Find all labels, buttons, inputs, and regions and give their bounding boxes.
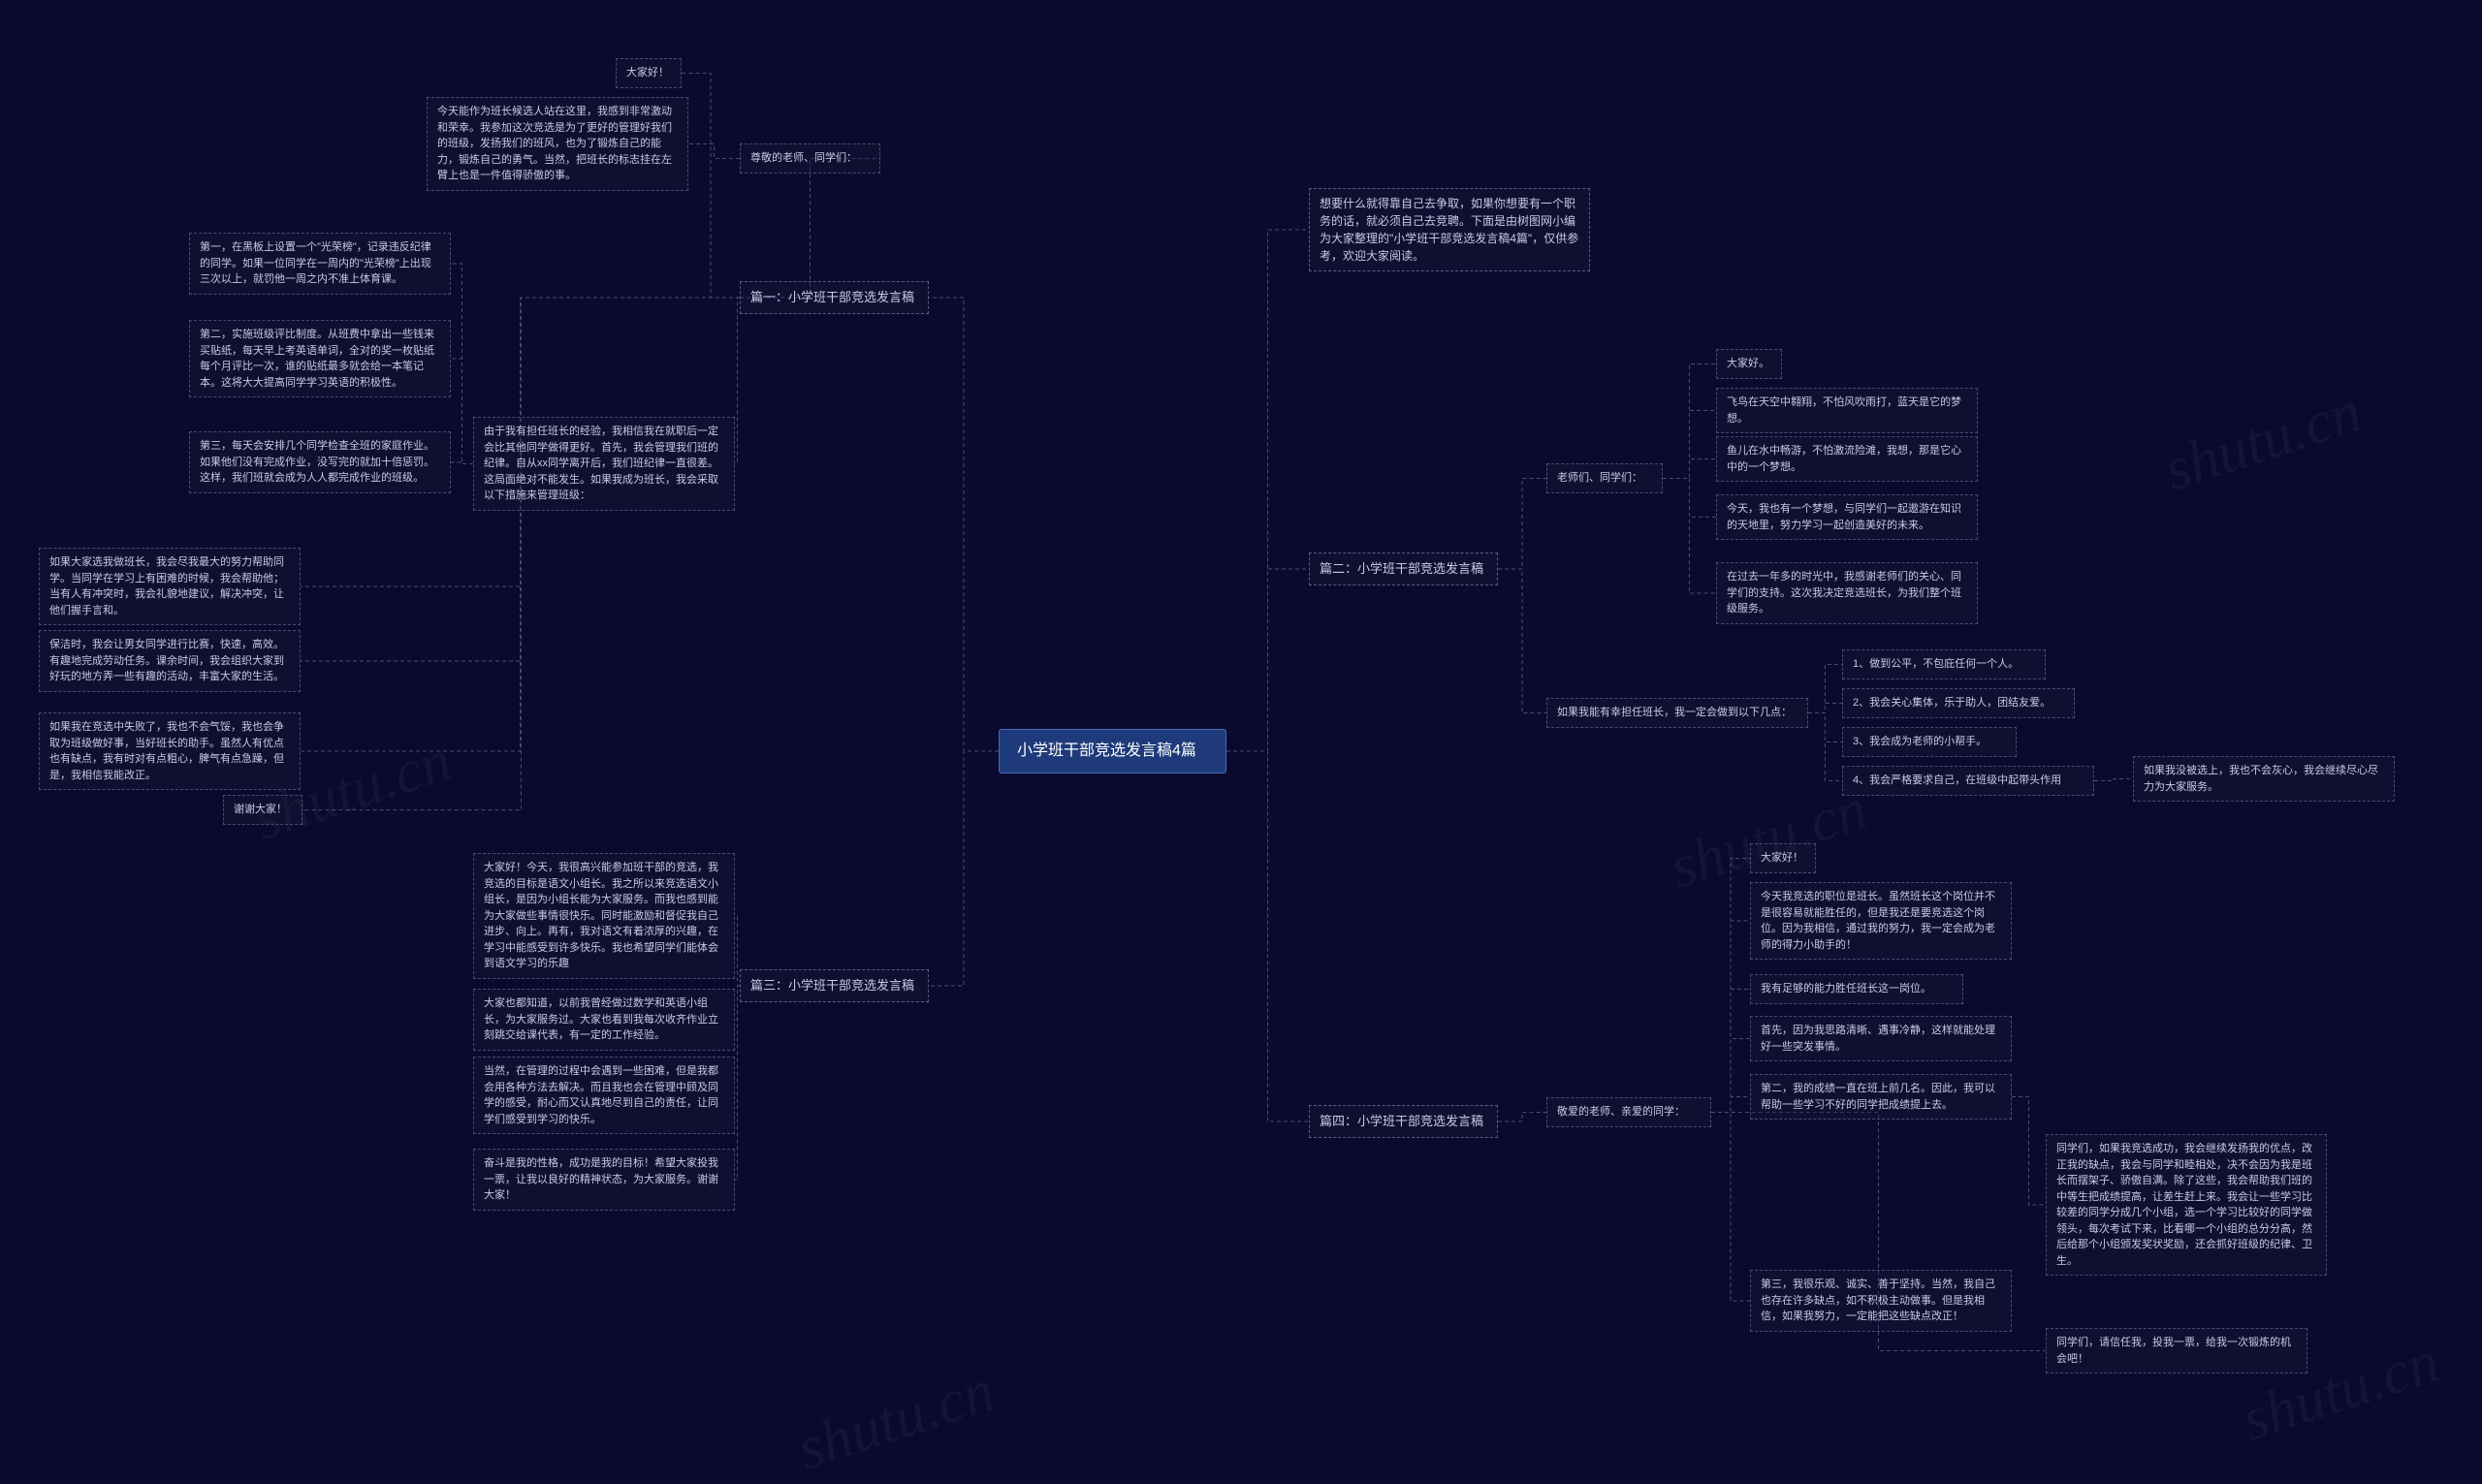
leaf-node: 同学们，请信任我，投我一票，给我一次锻炼的机会吧！: [2046, 1328, 2307, 1373]
leaf-node: 今天我竞选的职位是班长。虽然班长这个岗位并不是很容易就能胜任的，但是我还是要竞选…: [1750, 882, 2012, 960]
leaf-node: 大家好！: [1750, 843, 1816, 873]
leaf-node: 老师们、同学们：: [1546, 463, 1663, 493]
leaf-node: 第二，我的成绩一直在班上前几名。因此，我可以帮助一些学习不好的同学把成绩提上去。: [1750, 1074, 2012, 1120]
leaf-node: 大家好！今天，我很高兴能参加班干部的竞选，我竞选的目标是语文小组长。我之所以来竞…: [473, 853, 735, 979]
leaf-node: 第二，实施班级评比制度。从班费中拿出一些钱来买贴纸，每天早上考英语单词，全对的奖…: [189, 320, 451, 397]
leaf-node: 3、我会成为老师的小帮手。: [1842, 727, 2017, 757]
leaf-node: 第一，在黑板上设置一个"光荣榜"，记录违反纪律的同学。如果一位同学在一周内的"光…: [189, 233, 451, 295]
leaf-node: 飞鸟在天空中翱翔，不怕风吹雨打，蓝天是它的梦想。: [1716, 388, 1978, 433]
leaf-node: 奋斗是我的性格，成功是我的目标！希望大家投我一票，让我以良好的精神状态，为大家服…: [473, 1149, 735, 1211]
watermark: shutu.cn: [2156, 378, 2370, 506]
leaf-node: 如果我在竞选中失败了，我也不会气馁，我也会争取为班级做好事，当好班长的助手。虽然…: [39, 712, 301, 790]
leaf-node: 1、做到公平，不包庇任何一个人。: [1842, 649, 2046, 679]
leaf-node: 当然，在管理的过程中会遇到一些困难，但是我都会用各种方法去解决。而且我也会在管理…: [473, 1057, 735, 1134]
leaf-node: 首先，因为我思路清晰、遇事冷静，这样就能处理好一些突发事情。: [1750, 1016, 2012, 1061]
leaf-node: 谢谢大家！: [223, 795, 302, 825]
leaf-node: 鱼儿在水中畅游，不怕激流险滩，我想，那是它心中的一个梦想。: [1716, 436, 1978, 482]
leaf-node: 尊敬的老师、同学们：: [740, 143, 880, 174]
leaf-node: 敬爱的老师、亲爱的同学：: [1546, 1097, 1711, 1127]
leaf-node: 同学们，如果我竞选成功，我会继续发扬我的优点，改正我的缺点，我会与同学和睦相处，…: [2046, 1134, 2327, 1276]
leaf-node: 4、我会严格要求自己，在班级中起带头作用: [1842, 766, 2094, 796]
leaf-node: 大家也都知道，以前我曾经做过数学和英语小组长，为大家服务过。大家也看到我每次收齐…: [473, 989, 735, 1051]
branch-s4: 篇四：小学班干部竞选发言稿: [1309, 1105, 1498, 1138]
leaf-node: 如果大家选我做班长，我会尽我最大的努力帮助同学。当同学在学习上有困难的时候，我会…: [39, 548, 301, 625]
leaf-node: 今天，我也有一个梦想，与同学们一起遨游在知识的天地里，努力学习一起创造美好的未来…: [1716, 494, 1978, 540]
branch-s3: 篇三：小学班干部竞选发言稿: [740, 969, 929, 1002]
mindmap-canvas: shutu.cnshutu.cnshutu.cnshutu.cnshutu.cn…: [0, 0, 2482, 1483]
leaf-node: 由于我有担任班长的经验，我相信我在就职后一定会比其他同学做得更好。首先，我会管理…: [473, 417, 735, 511]
leaf-node: 2、我会关心集体，乐于助人，团结友爱。: [1842, 688, 2075, 718]
branch-s2: 篇二：小学班干部竞选发言稿: [1309, 553, 1498, 585]
leaf-node: 如果我没被选上，我也不会灰心，我会继续尽心尽力为大家服务。: [2133, 756, 2395, 802]
leaf-node: 第三，每天会安排几个同学检查全班的家庭作业。如果他们没有完成作业，没写完的就加十…: [189, 431, 451, 493]
leaf-node: 大家好！: [616, 58, 682, 88]
leaf-node: 大家好。: [1716, 349, 1782, 379]
intro-node: 想要什么就得靠自己去争取，如果你想要有一个职务的话，就必须自己去竞聘。下面是由树…: [1309, 188, 1590, 271]
leaf-node: 在过去一年多的时光中，我感谢老师们的关心、同学们的支持。这次我决定竞选班长，为我…: [1716, 562, 1978, 624]
leaf-node: 我有足够的能力胜任班长这一岗位。: [1750, 974, 1963, 1004]
root-node: 小学班干部竞选发言稿4篇: [999, 729, 1226, 774]
branch-s1: 篇一：小学班干部竞选发言稿: [740, 281, 929, 314]
leaf-node: 保洁时，我会让男女同学进行比赛，快速，高效。有趣地完成劳动任务。课余时间，我会组…: [39, 630, 301, 692]
leaf-node: 第三，我很乐观、诚实、善于坚持。当然，我自己也存在许多缺点，如不积极主动做事。但…: [1750, 1270, 2012, 1332]
leaf-node: 如果我能有幸担任班长，我一定会做到以下几点：: [1546, 698, 1808, 728]
leaf-node: 今天能作为班长候选人站在这里，我感到非常激动和荣幸。我参加这次竞选是为了更好的管…: [427, 97, 688, 191]
watermark: shutu.cn: [789, 1357, 1002, 1484]
